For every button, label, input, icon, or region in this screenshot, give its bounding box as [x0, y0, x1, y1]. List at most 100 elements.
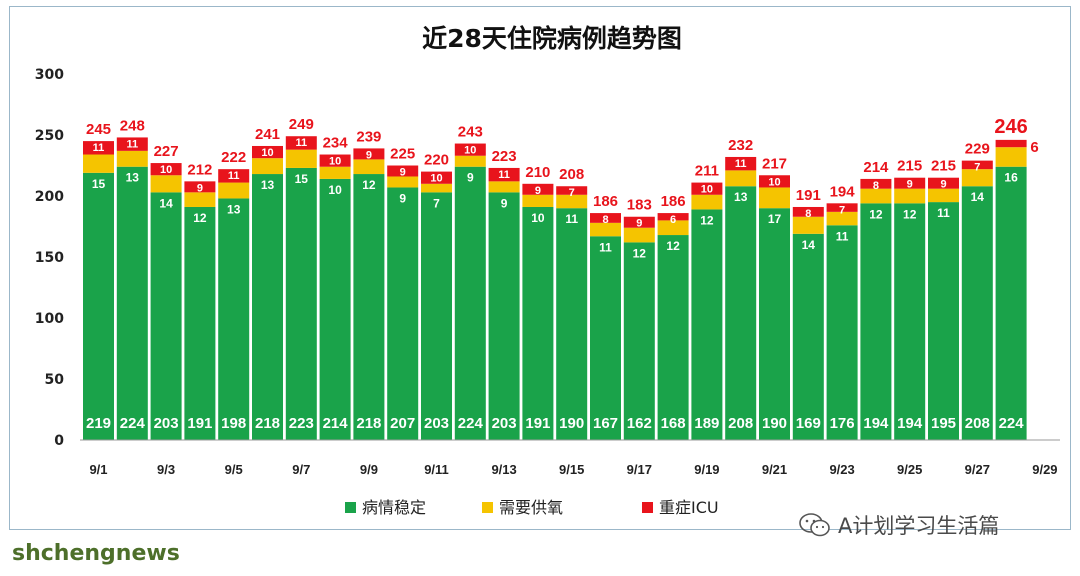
watermark-text: A计划学习生活篇	[838, 514, 1000, 538]
data-label-stable: 176	[830, 415, 855, 432]
data-label-total: 234	[323, 135, 349, 152]
y-tick-label: 100	[35, 311, 64, 327]
data-label-total: 239	[356, 128, 381, 145]
data-label-icu: 9	[197, 182, 203, 194]
bar-oxygen	[150, 175, 182, 193]
data-label-stable: 169	[796, 415, 821, 432]
bar-stable	[319, 178, 351, 441]
bar-stack: 203 14 10 227	[150, 143, 182, 440]
data-label-stable: 203	[424, 415, 449, 432]
bar-icu	[792, 206, 824, 217]
data-label-stable: 218	[356, 415, 381, 432]
bar-oxygen	[319, 166, 351, 179]
bar-stack: 207 9 9 225	[387, 146, 419, 440]
bar-stack: 195 11 9 215	[928, 158, 959, 440]
bar-stack: 223 15 11 249	[285, 116, 317, 440]
data-label-oxygen: 13	[734, 190, 748, 204]
bar-oxygen	[657, 220, 689, 236]
x-axis: 9/1 9/3 9/5 9/7 9/9 9/11 9/13 9/15 9/17 9/19 9/21 9…	[80, 439, 1060, 477]
bar-icu	[590, 213, 621, 223]
bars-group: 2191511245224131124820314102271911292121…	[83, 116, 1039, 441]
data-label-oxygen: 13	[261, 178, 275, 192]
bar-icu	[860, 178, 892, 189]
data-label-icu: 11	[735, 158, 747, 170]
data-label-icu: 9	[907, 179, 913, 191]
bar-stack: 198 13 11 222	[218, 149, 250, 440]
data-label-oxygen: 13	[126, 171, 140, 185]
bar-stack: 176 11 7 194	[826, 183, 858, 440]
bar-icu	[319, 154, 351, 167]
bar-icu	[995, 139, 1027, 148]
data-label-oxygen: 15	[295, 172, 309, 186]
data-label-total: 222	[221, 149, 246, 166]
data-label-oxygen: 11	[565, 212, 578, 226]
data-label-oxygen: 12	[700, 213, 714, 227]
bar-icu	[252, 145, 283, 159]
bar-oxygen	[590, 222, 621, 237]
bar-stable	[860, 203, 892, 440]
bar-icu	[928, 177, 959, 189]
data-label-total: 186	[661, 193, 686, 210]
data-label-icu: 9	[366, 149, 372, 161]
bar-stack: 219 15 11 245	[83, 121, 114, 440]
y-tick-label: 150	[35, 250, 64, 266]
bar-oxygen	[961, 169, 993, 187]
data-label-stable: 224	[120, 415, 146, 432]
bar-stack: 194 12 8 214	[860, 159, 892, 440]
bar-stable	[421, 192, 452, 440]
bar-oxygen	[454, 155, 486, 167]
data-label-total: 215	[897, 158, 922, 175]
bar-icu	[759, 175, 790, 188]
data-label-total: 186	[593, 193, 618, 210]
data-label-total: 249	[289, 116, 314, 133]
data-label-stable: 203	[492, 415, 517, 432]
bar-stack: 208 13 11 232	[725, 137, 757, 440]
data-label-icu: 9	[940, 179, 946, 191]
data-label-icu: 11	[498, 169, 510, 181]
bar-stack: 224 9 10 243	[454, 124, 486, 440]
data-label-stable: 195	[931, 415, 956, 432]
data-label-stable: 194	[863, 415, 889, 432]
data-label-stable: 198	[221, 415, 246, 432]
bar-stable	[285, 167, 317, 440]
bar-oxygen	[792, 216, 824, 234]
x-tick-label: 9/17	[627, 462, 652, 477]
data-label-stable: 208	[728, 415, 753, 432]
bar-oxygen	[252, 158, 283, 175]
bar-oxygen	[387, 176, 419, 188]
legend-label: 病情稳定	[362, 498, 426, 517]
bar-icu	[184, 181, 216, 193]
data-label-icu: 6	[670, 214, 676, 226]
bar-stable	[387, 187, 419, 440]
bar-icu	[961, 160, 993, 170]
data-label-icu: 10	[464, 145, 476, 157]
bar-stable	[623, 242, 655, 440]
bar-stable	[691, 209, 723, 440]
bar-stable	[83, 172, 114, 440]
data-label-oxygen: 17	[768, 212, 782, 226]
bar-icu	[116, 137, 148, 151]
data-label-icu: 11	[295, 137, 307, 149]
bar-stable	[218, 198, 250, 440]
data-label-total: 245	[86, 121, 111, 138]
bar-stack: 169 14 8 191	[792, 187, 824, 440]
bar-icu	[454, 143, 486, 156]
data-label-stable: 219	[86, 415, 111, 432]
data-label-stable: 168	[661, 415, 686, 432]
bar-icu	[556, 186, 588, 195]
data-label-oxygen: 11	[836, 229, 849, 243]
bar-oxygen	[623, 227, 655, 243]
x-tick-label: 9/11	[424, 462, 449, 477]
data-label-total: 220	[424, 152, 449, 169]
bar-stable	[894, 203, 926, 440]
data-label-icu: 6	[1030, 139, 1038, 156]
bar-oxygen	[218, 182, 250, 199]
data-label-stable: 191	[525, 415, 550, 432]
data-label-oxygen: 12	[633, 246, 647, 260]
x-tick-label: 9/25	[897, 462, 922, 477]
y-tick-label: 300	[35, 67, 64, 83]
y-tick-label: 200	[35, 189, 64, 205]
data-label-icu: 11	[93, 142, 105, 154]
bar-stack: 194 12 9 215	[894, 158, 926, 440]
